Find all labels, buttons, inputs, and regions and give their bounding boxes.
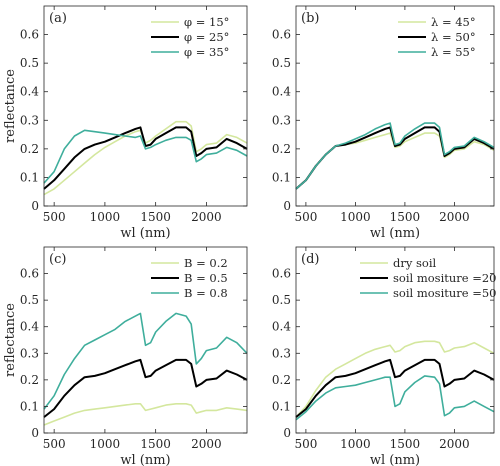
chart-panel-2: 500 1000 1500 2000 0 0.1 0.2 0.3 0.4 0.5 0.6 wl (nm… xyxy=(272,5,495,241)
panel-label: (d) xyxy=(301,252,319,267)
x-tick-label: 1000 xyxy=(340,437,371,451)
legend-entry: λ = 45° xyxy=(431,15,476,29)
series-line-2-2 xyxy=(295,126,495,190)
y-tick-label: 0 xyxy=(283,426,291,440)
y-tick-label: 0.5 xyxy=(272,293,291,307)
series-line-1-3 xyxy=(43,129,248,184)
y-tick-label: 0.1 xyxy=(20,170,39,184)
y-tick-label: 0.3 xyxy=(20,346,39,360)
y-tick-label: 0.4 xyxy=(20,85,39,99)
y-tick-label: 0.1 xyxy=(272,170,291,184)
y-tick-label: 0.2 xyxy=(20,373,39,387)
plot-frame xyxy=(43,5,248,207)
legend-entry: B = 0.8 xyxy=(184,286,228,300)
plot-frame xyxy=(295,246,495,434)
x-tick-label: 500 xyxy=(294,437,317,451)
y-tick-label: 0.5 xyxy=(20,56,39,70)
x-tick-label: 2000 xyxy=(439,210,470,224)
x-tick-label: 2000 xyxy=(439,437,470,451)
legend-entry: φ = 15° xyxy=(184,15,229,29)
y-tick-label: 0.6 xyxy=(20,267,39,281)
legend-entry: soil mositure =50 % xyxy=(393,286,500,300)
y-tick-label: 0.6 xyxy=(272,267,291,281)
y-tick-label: 0.5 xyxy=(272,56,291,70)
chart-panel-1: 500 1000 1500 2000 0 0.1 0.2 0.3 0.4 0.5 0.6 wl (nm… xyxy=(3,5,248,241)
series-line-2-3 xyxy=(295,122,495,190)
x-tick-label: 500 xyxy=(43,437,66,451)
panel-label: (a) xyxy=(49,11,67,26)
y-tick-label: 0.1 xyxy=(272,399,291,413)
series-line-4-2 xyxy=(295,358,495,418)
series-line-3-2 xyxy=(43,358,248,418)
y-tick-label: 0 xyxy=(31,199,39,213)
y-tick-label: 0.6 xyxy=(20,28,39,42)
y-tick-label: 0.3 xyxy=(20,113,39,127)
panel-label: (b) xyxy=(301,11,319,26)
legend-entry: φ = 25° xyxy=(184,30,229,44)
x-tick-label: 1000 xyxy=(340,210,371,224)
plot-frame xyxy=(295,5,495,207)
y-tick-label: 0.1 xyxy=(20,399,39,413)
y-tick-label: 0.6 xyxy=(272,28,291,42)
legend-entry: λ = 50° xyxy=(431,30,476,44)
x-axis-label: wl (nm) xyxy=(370,453,420,466)
panel-label: (c) xyxy=(49,252,66,267)
legend-entry: dry soil xyxy=(393,256,437,270)
y-tick-label: 0 xyxy=(283,199,291,213)
x-tick-label: 1500 xyxy=(390,437,421,451)
y-tick-label: 0 xyxy=(31,426,39,440)
series-line-4-3 xyxy=(295,375,495,421)
x-tick-label: 500 xyxy=(294,210,317,224)
y-tick-label: 0.3 xyxy=(272,113,291,127)
series-line-1-1 xyxy=(43,120,248,196)
series-line-3-3 xyxy=(43,312,248,410)
legend-entry: B = 0.2 xyxy=(184,256,228,270)
chart-panel-3: 500 1000 1500 2000 0 0.1 0.2 0.3 0.4 0.5 0.6 wl (nm… xyxy=(3,246,248,466)
series-line-3-1 xyxy=(43,402,248,426)
x-tick-label: 1500 xyxy=(140,210,171,224)
x-tick-label: 1500 xyxy=(140,437,171,451)
x-axis-label: wl (nm) xyxy=(370,226,420,241)
x-tick-label: 2000 xyxy=(191,437,222,451)
legend-entry: B = 0.5 xyxy=(184,271,228,285)
y-tick-label: 0.5 xyxy=(20,293,39,307)
legend-entry: φ = 35° xyxy=(184,45,229,59)
chart-panel-4: 500 1000 1500 2000 0 0.1 0.2 0.3 0.4 0.5 0.6 wl (nm… xyxy=(272,246,500,466)
x-tick-label: 500 xyxy=(43,210,66,224)
y-axis-label: reflectance xyxy=(3,303,18,377)
y-tick-label: 0.4 xyxy=(272,320,291,334)
y-axis-label: reflectance xyxy=(3,69,18,143)
x-axis-label: wl (nm) xyxy=(120,453,170,466)
x-tick-label: 1000 xyxy=(90,210,121,224)
series-line-1-2 xyxy=(43,126,248,190)
y-tick-label: 0.4 xyxy=(272,85,291,99)
y-tick-label: 0.3 xyxy=(272,346,291,360)
x-tick-label: 1000 xyxy=(90,437,121,451)
y-tick-label: 0.2 xyxy=(272,373,291,387)
legend-entry: soil mositure =20 % xyxy=(393,271,500,285)
x-tick-label: 1500 xyxy=(390,210,421,224)
x-axis-label: wl (nm) xyxy=(120,226,170,241)
y-tick-label: 0.4 xyxy=(20,320,39,334)
legend-entry: λ = 55° xyxy=(431,45,476,59)
y-tick-label: 0.2 xyxy=(20,142,39,156)
y-tick-label: 0.2 xyxy=(272,142,291,156)
x-tick-label: 2000 xyxy=(191,210,222,224)
plot-frame xyxy=(43,246,248,434)
series-line-4-1 xyxy=(295,340,495,418)
